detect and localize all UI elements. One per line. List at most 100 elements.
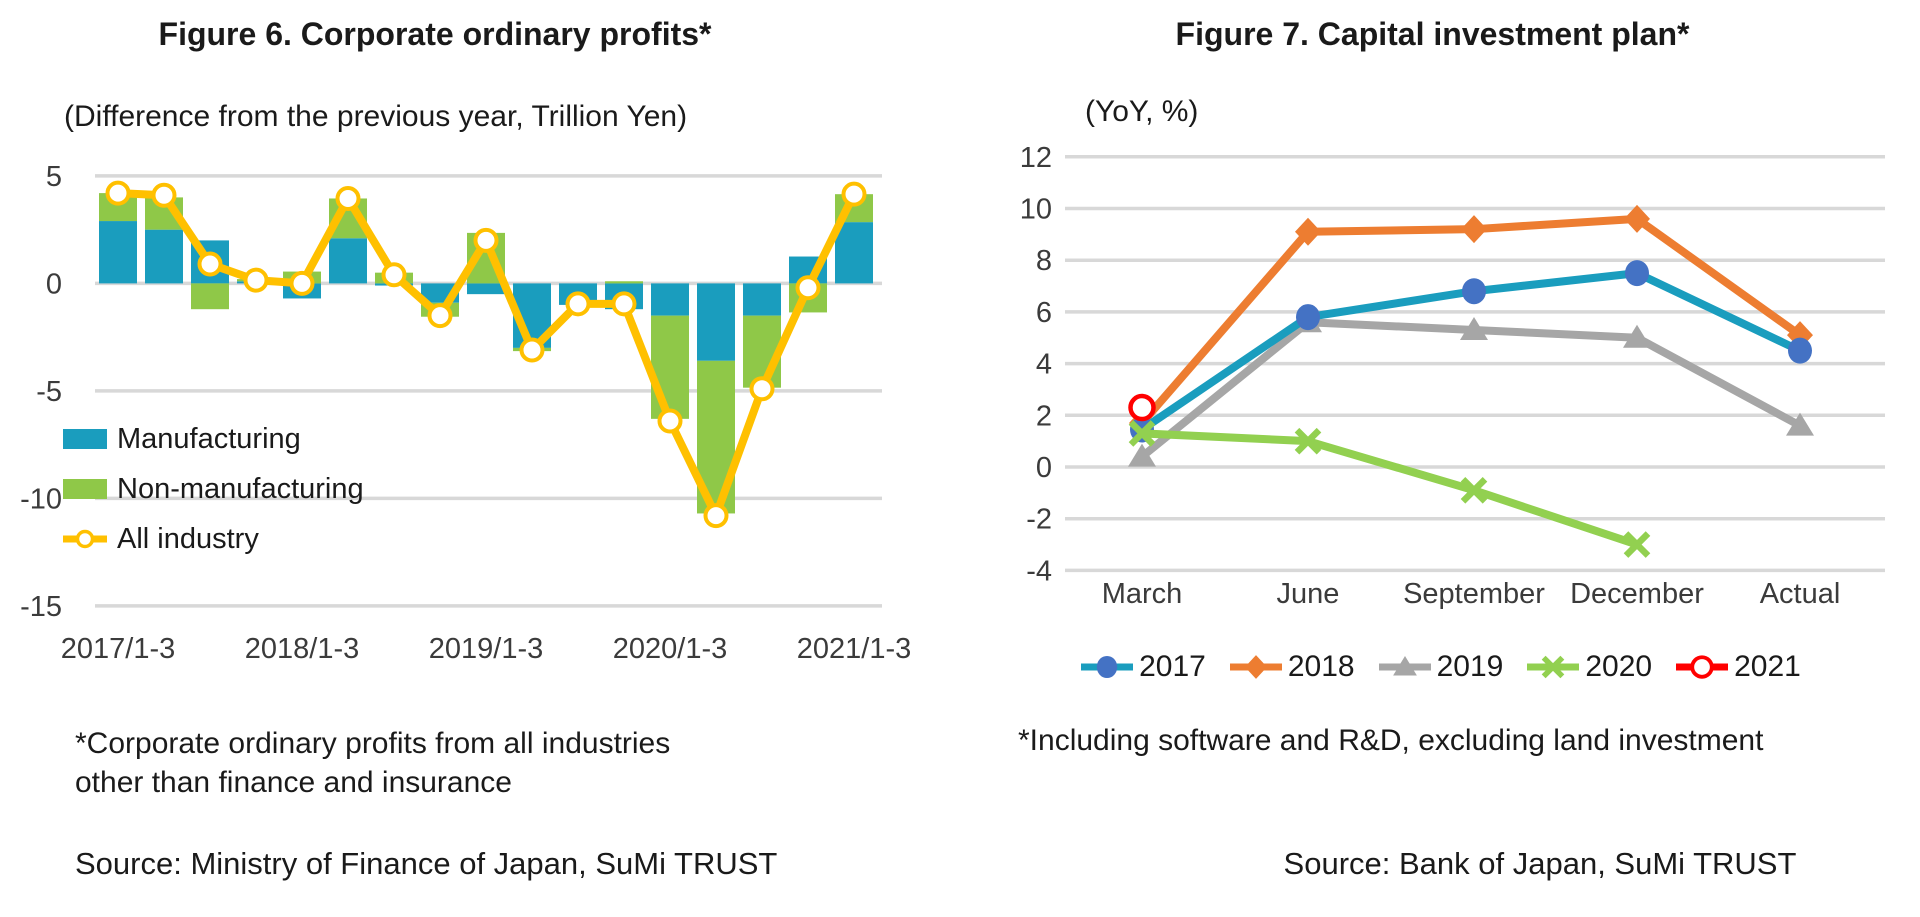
y-tick-label: 2	[1036, 400, 1052, 432]
legend-label-non-manufacturing: Non-manufacturing	[117, 472, 364, 505]
legend-label-2021: 2021	[1734, 650, 1801, 683]
diamond-marker	[1624, 204, 1650, 233]
y-tick-label: 0	[1036, 452, 1052, 484]
x-marker	[1128, 420, 1156, 447]
figure6-subtitle: (Difference from the previous year, Tril…	[64, 100, 688, 133]
all-industry-marker	[657, 408, 683, 434]
bar-segment-manufacturing	[743, 283, 781, 316]
y-tick-label: 8	[1036, 245, 1052, 277]
all-industry-marker	[105, 180, 131, 206]
x-marker	[1623, 531, 1651, 558]
circle-marker	[1296, 304, 1320, 331]
legend-item-2020: 2020	[1525, 650, 1652, 684]
all-industry-marker	[243, 267, 269, 293]
series-2017-swatch	[1079, 653, 1135, 681]
triangle-marker	[1392, 655, 1417, 676]
x-tick-label: June	[1277, 578, 1340, 610]
figure7-footnote: *Including software and R&D, excluding l…	[1018, 724, 1764, 757]
legend-swatch-line-2021	[1676, 655, 1729, 679]
y-tick-label: 0	[46, 268, 62, 300]
figure7-source: Source: Bank of Japan, SuMi TRUST	[1283, 846, 1797, 881]
legend-label-all-industry: All industry	[117, 522, 259, 555]
triangle-marker	[1128, 443, 1156, 467]
y-tick-label: 4	[1036, 349, 1052, 381]
x-tick-label: Actual	[1760, 578, 1841, 610]
figure6-source: Source: Ministry of Finance of Japan, Su…	[75, 846, 778, 881]
x-tick-label: March	[1102, 578, 1183, 610]
all-industry-swatch-line	[63, 529, 107, 549]
legend-label-2020: 2020	[1585, 650, 1653, 683]
all-industry-marker	[795, 275, 821, 301]
y-tick-label: -5	[36, 376, 62, 408]
x-tick-label: 2021/1-3	[797, 633, 912, 665]
y-tick-label: -10	[20, 483, 62, 515]
x-tick-label: 2020/1-3	[613, 633, 728, 665]
all-industry-marker	[427, 303, 453, 329]
all-industry-marker	[151, 182, 177, 208]
x-tick-label: 2017/1-3	[61, 633, 176, 665]
bar-segment-manufacturing	[467, 283, 505, 295]
legend-label-2018: 2018	[1287, 650, 1355, 683]
bar-segment-non-manufacturing	[191, 283, 229, 310]
bar-segment-manufacturing	[651, 283, 689, 316]
legend-item-2018: 2018	[1228, 650, 1355, 684]
legend-item-all-industry: All industry	[63, 514, 364, 564]
figure7-title: Figure 7. Capital investment plan*	[1175, 16, 1690, 52]
y-tick-label: 12	[1020, 142, 1052, 174]
triangle-marker	[1786, 412, 1814, 436]
figure6-footnote-line2: other than finance and insurance	[75, 766, 512, 799]
open-circle-marker	[1690, 655, 1714, 679]
bar-segment-manufacturing	[329, 238, 367, 284]
all-industry-swatch	[63, 529, 107, 549]
circle-marker	[1462, 278, 1486, 305]
figure6-legend: Manufacturing Non-manufacturing All indu…	[63, 414, 364, 564]
figure6-chart: 5 0 -5 -10 -15 2017/1-3 2018/1-3 2019/1-3 2020/1…	[20, 161, 912, 665]
y-tick-label: 6	[1036, 297, 1052, 329]
y-tick-label: -15	[20, 591, 62, 623]
all-industry-marker	[749, 376, 775, 402]
legend-swatch-line-2020	[1527, 655, 1580, 679]
legend-item-non-manufacturing: Non-manufacturing	[63, 464, 364, 514]
bar-segment-non-manufacturing	[605, 281, 643, 284]
diamond-marker	[1244, 655, 1267, 679]
series-line-2018	[1138, 214, 1804, 428]
legend-item-2021: 2021	[1674, 650, 1801, 684]
bar-segment-manufacturing	[99, 221, 137, 284]
series-2021-swatch	[1674, 653, 1730, 681]
series-2020-swatch	[1525, 653, 1581, 681]
legend-item-manufacturing: Manufacturing	[63, 414, 364, 464]
figure7-legend: 2017 2018 2019 2020 2021	[960, 650, 1920, 684]
series-line-2020	[1138, 429, 1641, 549]
diamond-marker	[1295, 217, 1321, 246]
non-manufacturing-swatch	[63, 479, 107, 499]
legend-swatch-line-2019	[1378, 655, 1431, 676]
x-tick-label: 2019/1-3	[429, 633, 544, 665]
circle-marker	[1788, 337, 1812, 364]
x-tick-label: September	[1403, 578, 1545, 610]
all-industry-marker	[565, 291, 591, 317]
manufacturing-swatch	[63, 429, 107, 449]
legend-label-manufacturing: Manufacturing	[117, 422, 301, 455]
triangle-marker	[1623, 324, 1651, 348]
all-industry-marker	[519, 337, 545, 363]
bar-segment-manufacturing	[697, 283, 735, 361]
circle-marker	[1625, 260, 1649, 287]
figure7-chart: 12 10 8 6 4 2 0 -2 -4 March June September December A…	[1020, 142, 1885, 610]
x-tick-label: 2018/1-3	[245, 633, 360, 665]
legend-item-2019: 2019	[1377, 650, 1504, 684]
circle-marker	[1096, 655, 1118, 679]
all-industry-marker	[289, 270, 315, 296]
all-industry-marker	[335, 185, 361, 211]
y-tick-label: 5	[46, 161, 62, 193]
all-industry-marker	[381, 262, 407, 288]
figure6-footnote: *Corporate ordinary profits from all ind…	[75, 724, 670, 802]
bar-segment-manufacturing	[835, 222, 873, 284]
legend-swatch-line-2018	[1229, 655, 1282, 679]
series-2019-swatch	[1377, 653, 1433, 681]
all-industry-marker	[473, 227, 499, 253]
figure7-y-axis-unit: (YoY, %)	[1085, 95, 1199, 128]
open-circle-marker	[1128, 393, 1156, 422]
legend-label-2017: 2017	[1139, 650, 1206, 683]
legend-label-2019: 2019	[1436, 650, 1504, 683]
